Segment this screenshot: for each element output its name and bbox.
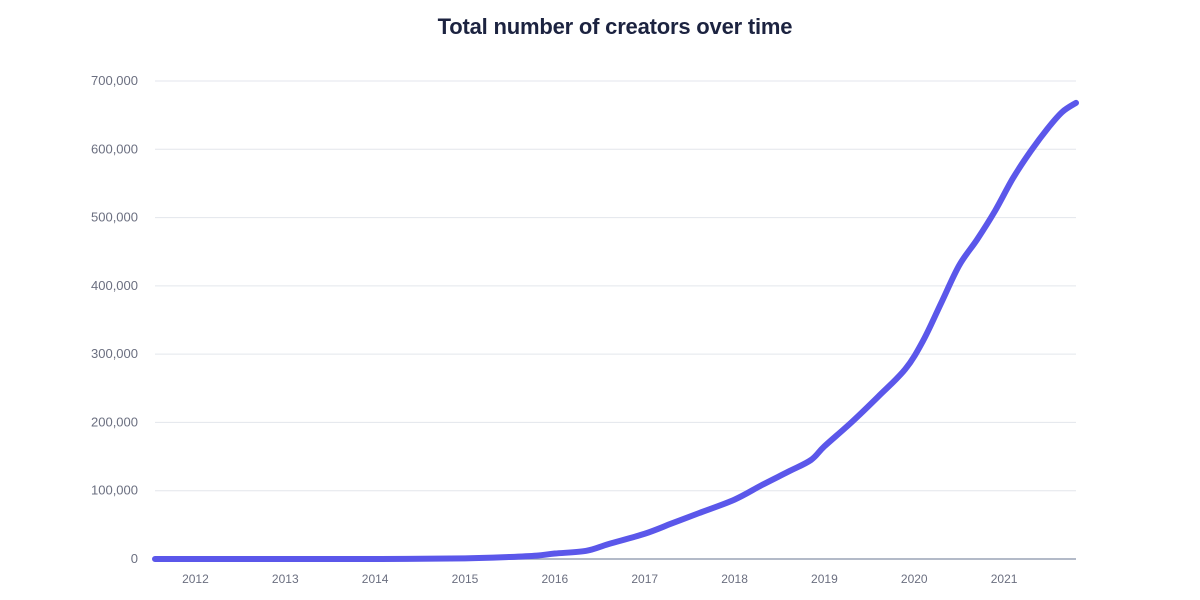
x-tick-label: 2017 <box>631 572 658 586</box>
y-tick-label: 100,000 <box>91 483 138 498</box>
chart-title: Total number of creators over time <box>437 14 793 39</box>
y-tick-label: 300,000 <box>91 346 138 361</box>
y-tick-label: 600,000 <box>91 141 138 156</box>
x-tick-label: 2016 <box>541 572 568 586</box>
y-tick-label: 400,000 <box>91 278 138 293</box>
x-tick-label: 2021 <box>991 572 1018 586</box>
y-tick-label: 700,000 <box>91 73 138 88</box>
x-tick-label: 2014 <box>362 572 389 586</box>
x-tick-label: 2015 <box>452 572 479 586</box>
series-line-0 <box>152 99 1079 563</box>
y-tick-label: 500,000 <box>91 210 138 225</box>
x-tick-label: 2012 <box>182 572 209 586</box>
y-tick-label: 0 <box>131 551 138 566</box>
x-tick-label: 2019 <box>811 572 838 586</box>
y-tick-label: 200,000 <box>91 414 138 429</box>
x-tick-label: 2018 <box>721 572 748 586</box>
x-tick-label: 2020 <box>901 572 928 586</box>
x-tick-label: 2013 <box>272 572 299 586</box>
